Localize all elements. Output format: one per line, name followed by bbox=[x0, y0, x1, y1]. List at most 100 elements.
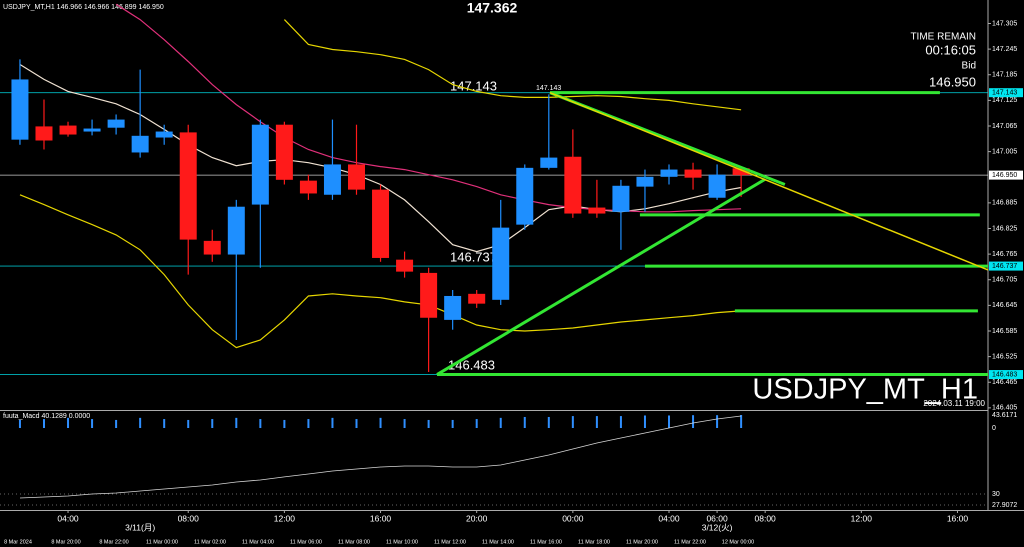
candle-body bbox=[444, 295, 462, 320]
timestamp: 2024.03.11 19:00 bbox=[923, 399, 985, 408]
y-tick-label: 147.005 bbox=[992, 148, 1017, 155]
time-label: 8 Mar 2024 bbox=[4, 539, 32, 545]
timer-label: TIME REMAIN bbox=[910, 32, 976, 43]
macd-bar bbox=[187, 419, 190, 429]
watermark: USDJPY_MT_H1 bbox=[752, 374, 978, 406]
y-tick-label: 146.525 bbox=[992, 353, 1017, 360]
x-tick-label: 06:00 bbox=[706, 513, 728, 523]
candle-body bbox=[468, 293, 486, 304]
y2-tick-label: 30 bbox=[992, 491, 1000, 498]
price-level-label: 146.483 bbox=[992, 371, 1017, 378]
y-tick-label: 43.6171 bbox=[992, 412, 1017, 419]
candle-body bbox=[251, 124, 269, 205]
candle-body bbox=[83, 128, 101, 132]
annotation: 146.737 bbox=[450, 249, 497, 264]
x-tick-label: 04:00 bbox=[658, 513, 680, 523]
candle-body bbox=[275, 124, 293, 180]
indicator-line bbox=[19, 194, 742, 349]
time-label: 11 Mar 08:00 bbox=[338, 539, 370, 545]
y-tick-label: 146.465 bbox=[992, 379, 1017, 386]
macd-bar bbox=[716, 415, 719, 429]
x-tick-label: 16:00 bbox=[947, 513, 969, 523]
macd-bar bbox=[235, 417, 238, 429]
candle-body bbox=[564, 156, 582, 214]
macd-bar bbox=[211, 419, 214, 429]
timer-value: 00:16:05 bbox=[925, 42, 976, 57]
macd-bar bbox=[18, 419, 21, 429]
y-tick-label: 147.065 bbox=[992, 123, 1017, 130]
macd-bar bbox=[115, 419, 118, 429]
candle-body bbox=[684, 169, 702, 178]
y2-tick-label: 27.9072 bbox=[992, 502, 1017, 509]
y-tick-label: 146.585 bbox=[992, 328, 1017, 335]
time-label: 11 Mar 04:00 bbox=[242, 539, 274, 545]
candle-body bbox=[155, 131, 173, 138]
x-tick-label: 08:00 bbox=[178, 513, 200, 523]
candle-body bbox=[396, 259, 414, 272]
macd-bar bbox=[451, 419, 454, 429]
macd-bar bbox=[331, 417, 334, 429]
candle-body bbox=[203, 240, 221, 255]
macd-bar bbox=[499, 417, 502, 429]
macd-bar bbox=[619, 416, 622, 429]
y-tick-label: 146.705 bbox=[992, 277, 1017, 284]
macd-bar bbox=[523, 416, 526, 429]
macd-bar bbox=[91, 419, 94, 429]
candle-body bbox=[35, 126, 53, 141]
macd-bar bbox=[379, 417, 382, 429]
candle-body bbox=[179, 132, 197, 240]
trendline bbox=[549, 91, 989, 271]
y-tick-label: 0 bbox=[992, 425, 996, 432]
price-level-tag bbox=[989, 88, 1023, 98]
time-label: 11 Mar 02:00 bbox=[194, 539, 226, 545]
time-label: 8 Mar 20:00 bbox=[51, 539, 80, 545]
time-label: 11 Mar 22:00 bbox=[674, 539, 706, 545]
date-tick-label: 3/12(火) bbox=[702, 522, 733, 532]
macd-bar bbox=[42, 419, 45, 429]
x-tick-label: 20:00 bbox=[466, 513, 488, 523]
macd-bar bbox=[475, 419, 478, 429]
candle-body bbox=[323, 164, 341, 195]
time-label: 11 Mar 00:00 bbox=[146, 539, 178, 545]
bid-label: Bid bbox=[962, 61, 976, 72]
time-label: 11 Mar 20:00 bbox=[626, 539, 658, 545]
time-label: 11 Mar 06:00 bbox=[290, 539, 322, 545]
candle-body bbox=[131, 135, 149, 153]
candle-body bbox=[708, 174, 726, 198]
y-tick-label: 146.765 bbox=[992, 251, 1017, 258]
macd-bar bbox=[643, 415, 646, 429]
candle-body bbox=[732, 168, 750, 176]
high-label: 147.362 bbox=[467, 0, 518, 16]
x-tick-label: 12:00 bbox=[851, 513, 873, 523]
x-tick-label: 00:00 bbox=[562, 513, 584, 523]
macd-bar bbox=[547, 416, 550, 429]
candle-body bbox=[59, 125, 77, 135]
macd-bar bbox=[355, 419, 358, 429]
candle-body bbox=[588, 207, 606, 214]
candle-body bbox=[612, 185, 630, 212]
macd-bar bbox=[668, 415, 671, 429]
annotation: 147.143 bbox=[450, 78, 497, 93]
price-level-tag bbox=[989, 370, 1023, 380]
bid-value: 146.950 bbox=[929, 74, 976, 89]
candle-body bbox=[540, 157, 558, 168]
chart-header: USDJPY_MT,H1 146.966 146.966 146.899 146… bbox=[3, 4, 164, 11]
signal-line bbox=[19, 415, 742, 499]
macd-bar bbox=[692, 415, 695, 429]
candle-body bbox=[660, 169, 678, 177]
time-label: 8 Mar 22:00 bbox=[99, 539, 128, 545]
y-tick-label: 147.305 bbox=[992, 20, 1017, 27]
candle-body bbox=[107, 119, 125, 128]
time-label: 12 Mar 00:00 bbox=[722, 539, 754, 545]
price-level-tag bbox=[989, 261, 1023, 271]
y-tick-label: 146.825 bbox=[992, 225, 1017, 232]
macd-bar bbox=[740, 415, 743, 429]
y-tick-label: 147.125 bbox=[992, 97, 1017, 104]
candle-body bbox=[492, 227, 510, 300]
macd-bar bbox=[163, 419, 166, 429]
macd-bar bbox=[139, 417, 142, 429]
price-level-label: 146.737 bbox=[992, 263, 1017, 270]
price-level-label: 146.950 bbox=[992, 172, 1017, 179]
